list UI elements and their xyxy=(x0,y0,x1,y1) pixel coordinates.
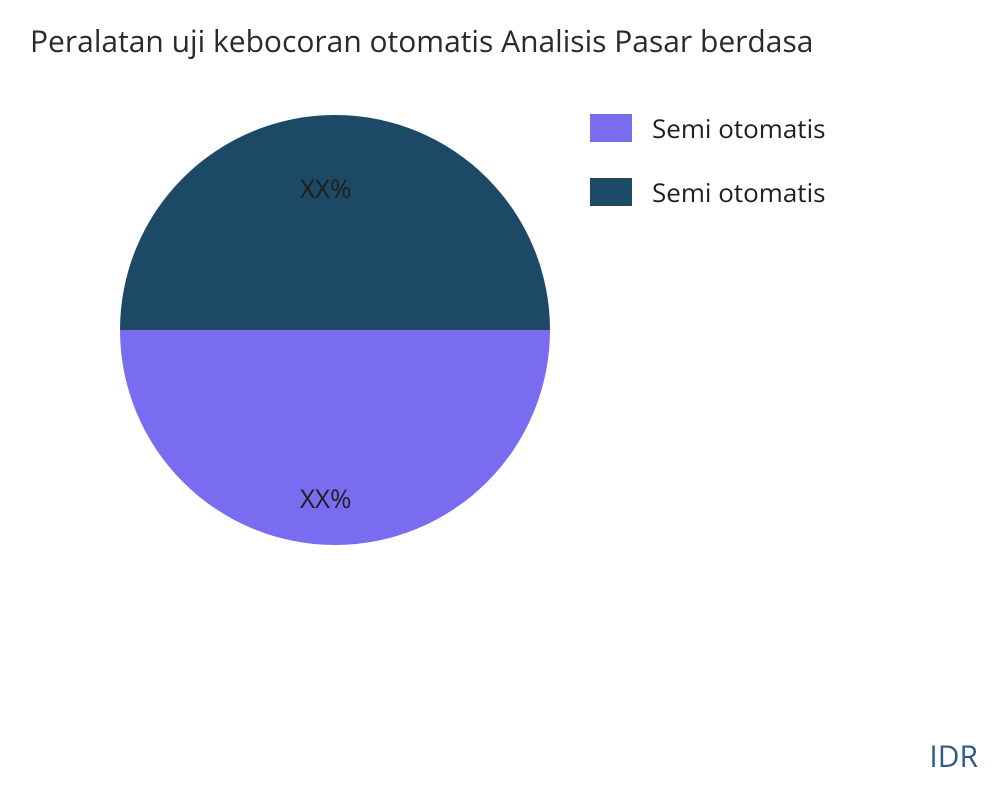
legend-label: Semi otomatis xyxy=(652,110,826,146)
legend-swatch xyxy=(590,114,632,142)
chart-title: Peralatan uji kebocoran otomatis Analisi… xyxy=(30,20,813,61)
legend-item: Semi otomatis xyxy=(590,110,826,146)
footer-currency: IDR xyxy=(929,735,978,776)
legend-item: Semi otomatis xyxy=(590,174,826,210)
legend-swatch xyxy=(590,178,632,206)
pie-slice-label-top: XX% xyxy=(300,170,352,206)
pie-slice-label-bottom: XX% xyxy=(300,480,352,516)
pie-slice xyxy=(120,115,550,330)
legend-label: Semi otomatis xyxy=(652,174,826,210)
legend: Semi otomatis Semi otomatis xyxy=(590,110,826,238)
